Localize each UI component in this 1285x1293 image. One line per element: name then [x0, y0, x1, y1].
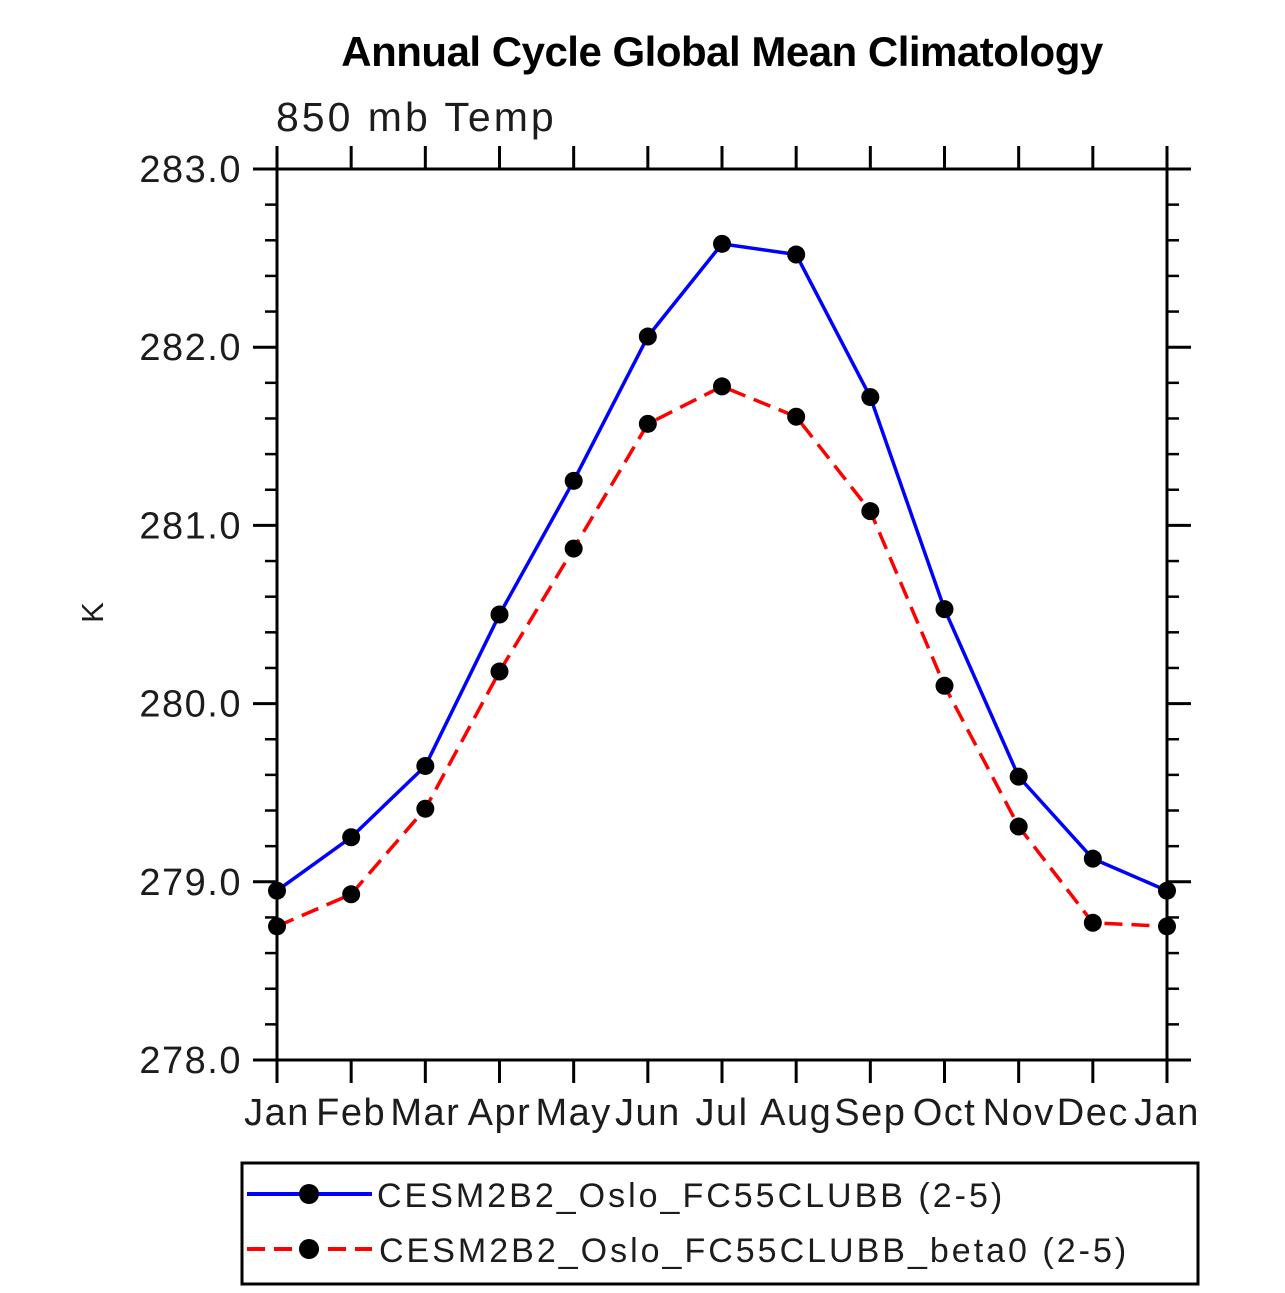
x-tick-label: May — [536, 1092, 612, 1134]
series-line-1 — [275, 241, 1168, 893]
data-point-marker-series-1 — [1158, 881, 1176, 900]
y-tick-label: 283.0 — [139, 149, 242, 191]
y-tick-label: 280.0 — [139, 684, 242, 726]
x-tick-label: Oct — [913, 1092, 977, 1134]
data-point-marker-series-1 — [713, 234, 731, 253]
data-point-marker-series-2 — [490, 662, 509, 681]
x-tick-label: Sep — [834, 1092, 906, 1134]
x-tick-label: Feb — [316, 1092, 386, 1134]
data-point-marker-series-1 — [490, 605, 509, 624]
x-tick-label: Apr — [468, 1092, 532, 1134]
legend-border — [240, 1161, 1200, 1286]
data-point-marker-series-1 — [935, 600, 954, 619]
legend-swatches — [247, 1184, 372, 1259]
data-point-marker-series-2 — [935, 676, 954, 695]
data-point-marker-series-1 — [342, 828, 361, 847]
plot-frame — [275, 167, 1169, 1062]
x-tick-label: Jul — [695, 1092, 748, 1134]
y-tick-label: 279.0 — [139, 862, 242, 904]
data-point-marker-series-2 — [342, 885, 361, 904]
data-point-marker-series-1 — [638, 327, 657, 346]
x-tick-label: Dec — [1057, 1092, 1129, 1134]
x-tick-label: Mar — [390, 1092, 460, 1134]
legend-marker-series-2 — [299, 1239, 319, 1259]
chart-subtitle: 850 mb Temp — [276, 94, 557, 140]
x-tick-label: Jun — [615, 1092, 681, 1134]
data-point-marker-series-2 — [416, 799, 435, 818]
data-point-marker-series-1 — [1009, 767, 1028, 786]
data-point-marker-series-2 — [638, 414, 657, 433]
legend-label-series-1: CESM2B2_Oslo_FC55CLUBB (2-5) — [377, 1177, 1005, 1215]
series-line-2 — [276, 384, 1168, 929]
data-point-marker-series-2 — [1009, 817, 1028, 836]
x-tick-label: Jan — [1134, 1092, 1200, 1134]
x-tick-label: Aug — [760, 1092, 832, 1134]
data-point-marker-series-2 — [787, 407, 806, 426]
data-point-marker-series-2 — [564, 539, 583, 558]
data-point-marker-series-2 — [1083, 913, 1102, 932]
x-tick-label: Jan — [244, 1092, 310, 1134]
data-point-marker-series-1 — [564, 471, 583, 490]
legend-label-series-2: CESM2B2_Oslo_FC55CLUBB_beta0 (2-5) — [379, 1232, 1129, 1270]
data-point-marker-series-1 — [268, 881, 286, 900]
y-axis-label: K — [75, 601, 110, 623]
data-point-marker-series-1 — [861, 388, 880, 407]
data-point-marker-series-2 — [268, 917, 286, 936]
data-point-marker-series-2 — [861, 502, 880, 521]
legend-marker-series-1 — [299, 1184, 319, 1204]
chart-title: Annual Cycle Global Mean Climatology — [341, 28, 1104, 75]
data-point-marker-series-1 — [787, 245, 806, 264]
data-point-marker-series-1 — [1083, 849, 1102, 868]
y-tick-label: 278.0 — [139, 1040, 242, 1082]
y-tick-label: 281.0 — [139, 505, 242, 547]
data-point-marker-series-1 — [416, 756, 435, 775]
x-tick-label: Nov — [983, 1092, 1055, 1134]
legend: CESM2B2_Oslo_FC55CLUBB (2-5) CESM2B2_Osl… — [240, 1161, 1200, 1286]
y-tick-label: 282.0 — [139, 327, 242, 369]
data-point-marker-series-2 — [1158, 917, 1176, 936]
data-point-marker-series-2 — [713, 377, 731, 396]
